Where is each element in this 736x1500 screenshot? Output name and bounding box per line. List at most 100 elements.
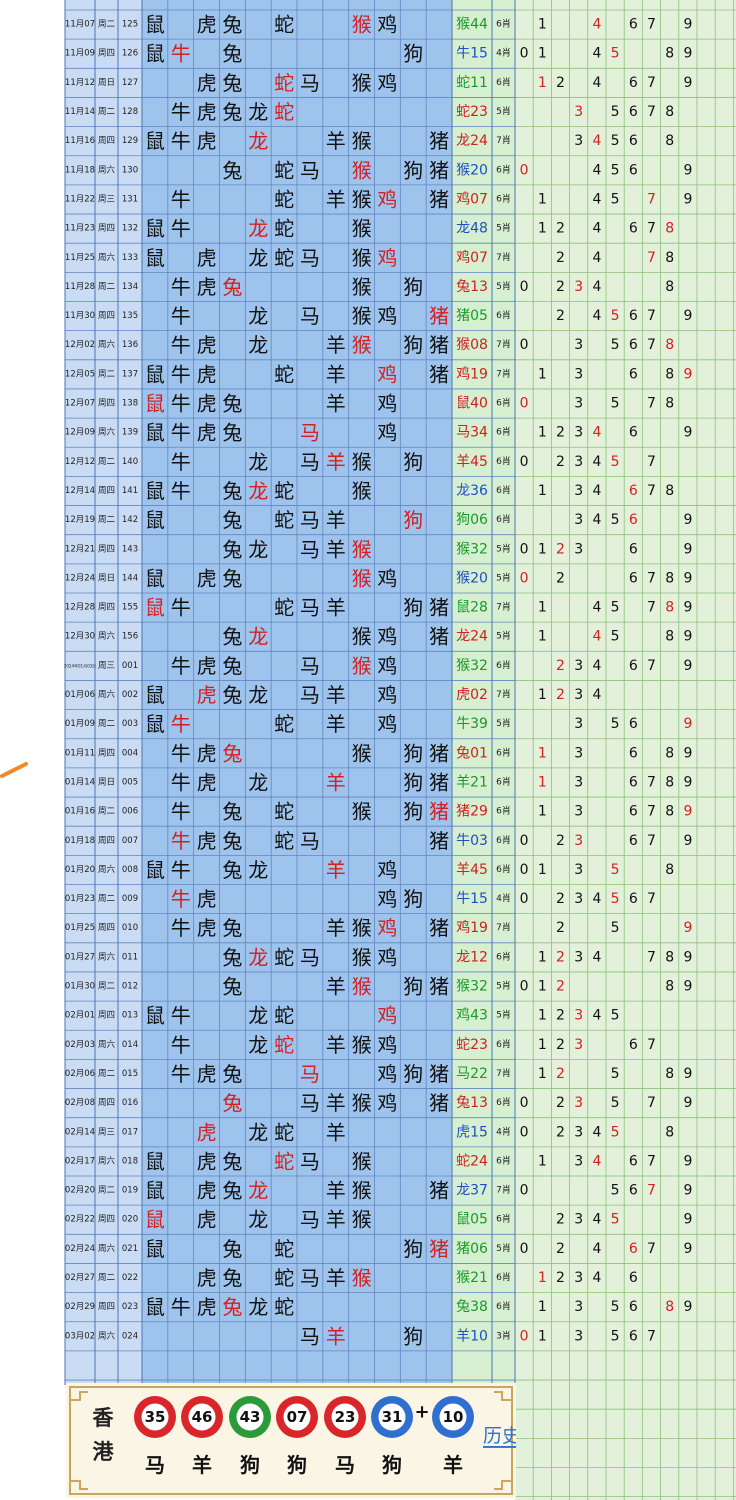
- zodiac: 蛇: [274, 71, 294, 95]
- digit: 2: [556, 1241, 565, 1257]
- zodiac: 鸡: [377, 1062, 397, 1086]
- zodiac: 鼠: [145, 712, 165, 736]
- digit: 4: [592, 221, 601, 237]
- digit: 6: [629, 162, 638, 178]
- digit: 5: [611, 1328, 620, 1344]
- digit: 1: [538, 600, 547, 616]
- zodiac: 马: [300, 829, 320, 853]
- result: 羊10: [456, 1328, 488, 1344]
- digit: 3: [574, 716, 583, 732]
- zodiac: 兔: [222, 1266, 242, 1290]
- digit: 8: [665, 1066, 674, 1082]
- weekday: 周四: [98, 748, 115, 758]
- digit: 0: [520, 337, 529, 353]
- zodiac: 鼠: [145, 42, 165, 66]
- zodiac: 虎: [197, 566, 217, 590]
- zodiac: 羊: [326, 683, 346, 707]
- digit: 6: [629, 1153, 638, 1169]
- zodiac: 鼠: [145, 1208, 165, 1232]
- zodiac: 牛: [171, 654, 191, 678]
- zodiac: 蛇: [274, 712, 294, 736]
- digit: 8: [665, 133, 674, 149]
- digit: 6: [629, 833, 638, 849]
- zodiac: 牛: [171, 887, 191, 911]
- date: 01月16: [65, 807, 95, 817]
- result: 蛇11: [456, 75, 488, 91]
- count: 7肖: [496, 601, 511, 613]
- weekday: 周二: [98, 894, 116, 904]
- zodiac: 牛: [171, 392, 191, 416]
- digit: 0: [520, 46, 529, 62]
- zodiac: 狗: [403, 508, 423, 532]
- weekday: 周二: [98, 457, 116, 467]
- zodiac: 狗: [403, 275, 423, 299]
- period: 141: [122, 486, 138, 496]
- digit: 5: [611, 1095, 620, 1111]
- digit: 4: [592, 600, 601, 616]
- zodiac: 猪: [429, 129, 449, 153]
- zodiac: 猪: [429, 625, 449, 649]
- result: 羊21: [456, 774, 488, 790]
- digit: 5: [611, 862, 620, 878]
- digit: 7: [647, 658, 656, 674]
- result: 蛇23: [456, 1037, 488, 1053]
- date: 11月23: [65, 224, 95, 234]
- zodiac: 马: [300, 1062, 320, 1086]
- result: 牛03: [456, 833, 488, 849]
- digit: 4: [592, 191, 601, 207]
- zodiac: 马: [300, 1149, 320, 1173]
- digit: 6: [629, 425, 638, 441]
- digit: 3: [574, 1153, 583, 1169]
- digit: 9: [683, 1095, 692, 1111]
- zodiac: 龙: [248, 770, 268, 794]
- zodiac: 兔: [222, 392, 242, 416]
- period: 003: [122, 719, 138, 729]
- zodiac: 虎: [197, 129, 217, 153]
- period: 129: [122, 136, 138, 146]
- zodiac: 兔: [222, 42, 242, 66]
- digit: 7: [647, 1095, 656, 1111]
- digit: 3: [574, 1008, 583, 1024]
- result: 龙24: [456, 629, 488, 645]
- digit: 8: [665, 250, 674, 266]
- digit: 5: [611, 454, 620, 470]
- weekday: 周三: [98, 1127, 115, 1137]
- digit: 5: [611, 1212, 620, 1228]
- digit: 4: [592, 133, 601, 149]
- result: 猴08: [456, 337, 488, 353]
- weekday: 周二: [98, 1069, 116, 1079]
- zodiac: 鼠: [145, 596, 165, 620]
- zodiac: 鸡: [377, 858, 397, 882]
- count: 6肖: [496, 1271, 511, 1283]
- digit: 6: [629, 891, 638, 907]
- zodiac: 羊: [326, 1266, 346, 1290]
- digit: 7: [647, 949, 656, 965]
- count: 6肖: [496, 1038, 511, 1050]
- zodiac: 蛇: [274, 217, 294, 241]
- zodiac: 猴: [352, 13, 372, 37]
- digit: 2: [556, 454, 565, 470]
- zodiac: 狗: [403, 1324, 423, 1348]
- digit: 1: [538, 804, 547, 820]
- weekday: 周三: [98, 661, 115, 671]
- zodiac: 马: [300, 1091, 320, 1115]
- zodiac: 鼠: [145, 1004, 165, 1028]
- digit: 3: [574, 949, 583, 965]
- period: 006: [122, 807, 138, 817]
- digit: 4: [592, 658, 601, 674]
- zodiac: 羊: [326, 392, 346, 416]
- digit: 9: [683, 1153, 692, 1169]
- digit: 3: [574, 658, 583, 674]
- zodiac: 羊: [326, 187, 346, 211]
- digit: 9: [683, 191, 692, 207]
- date: 02月24: [65, 1244, 95, 1254]
- zodiac: 兔: [222, 158, 242, 182]
- digit: 7: [647, 804, 656, 820]
- zodiac: 兔: [222, 654, 242, 678]
- digit: 1: [538, 1328, 547, 1344]
- period: 009: [122, 894, 138, 904]
- zodiac: 牛: [171, 1062, 191, 1086]
- weekday: 周二: [98, 107, 116, 117]
- digit: 6: [629, 483, 638, 499]
- period: 138: [122, 399, 138, 409]
